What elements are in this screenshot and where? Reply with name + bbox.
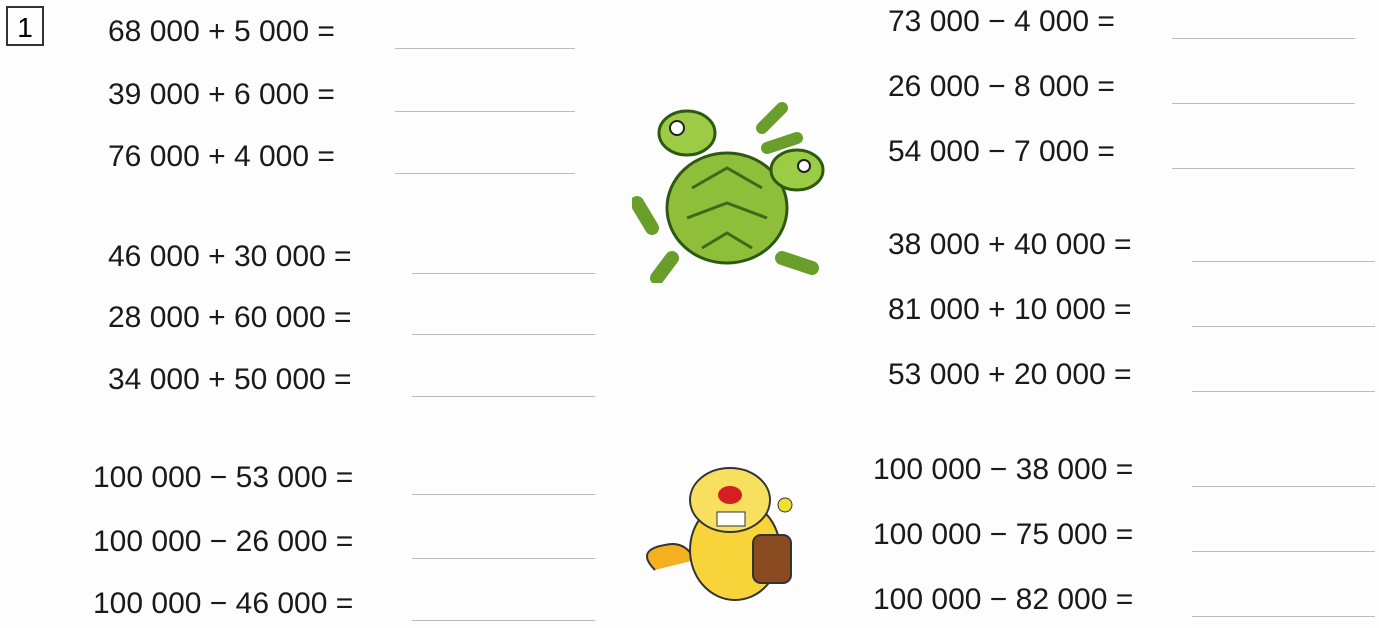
equation: 73 000 − 4 000 = <box>888 7 1115 37</box>
answer-line <box>1192 616 1375 617</box>
equation: 46 000 + 30 000 = <box>108 242 352 272</box>
cat-illustration <box>635 460 815 605</box>
answer-line <box>395 173 575 174</box>
equation: 39 000 + 6 000 = <box>108 80 335 110</box>
answer-line <box>395 111 575 112</box>
equation: 100 000 − 38 000 = <box>873 455 1133 485</box>
equation: 26 000 − 8 000 = <box>888 72 1115 102</box>
equation: 38 000 + 40 000 = <box>888 230 1132 260</box>
answer-line <box>1192 486 1375 487</box>
worksheet: 1 68 000 + 5 000 = 39 000 + 6 000 = 76 000… <box>0 0 1379 628</box>
answer-line <box>1192 261 1375 262</box>
answer-line <box>1172 103 1355 104</box>
equation: 81 000 + 10 000 = <box>888 295 1132 325</box>
answer-line <box>412 494 595 495</box>
exercise-number: 1 <box>6 6 44 46</box>
answer-line <box>1192 326 1375 327</box>
equation: 100 000 − 82 000 = <box>873 585 1133 615</box>
equation: 34 000 + 50 000 = <box>108 365 352 395</box>
answer-line <box>412 273 595 274</box>
equation: 53 000 + 20 000 = <box>888 360 1132 390</box>
answer-line <box>1192 391 1375 392</box>
answer-line <box>412 334 595 335</box>
answer-line <box>412 620 595 621</box>
equation: 100 000 − 53 000 = <box>93 463 353 493</box>
equation: 76 000 + 4 000 = <box>108 142 335 172</box>
answer-line <box>412 558 595 559</box>
answer-line <box>395 48 575 49</box>
equation: 28 000 + 60 000 = <box>108 303 352 333</box>
answer-line <box>412 396 595 397</box>
answer-line <box>1172 168 1355 169</box>
equation: 54 000 − 7 000 = <box>888 137 1115 167</box>
answer-line <box>1172 38 1355 39</box>
equation: 100 000 − 26 000 = <box>93 527 353 557</box>
answer-line <box>1192 551 1375 552</box>
equation: 100 000 − 46 000 = <box>93 589 353 619</box>
equation: 100 000 − 75 000 = <box>873 520 1133 550</box>
turtle-illustration <box>632 98 832 283</box>
equation: 68 000 + 5 000 = <box>108 17 335 47</box>
